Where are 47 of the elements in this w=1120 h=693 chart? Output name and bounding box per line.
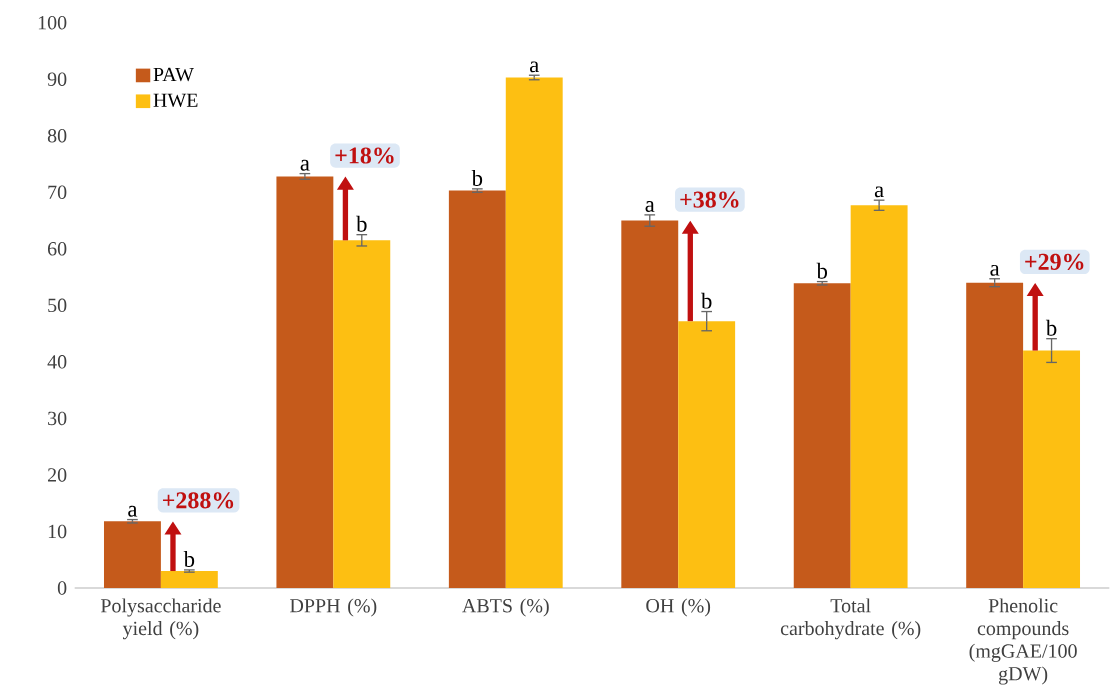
y-tick-label: 30 bbox=[48, 411, 67, 425]
bar bbox=[793, 283, 851, 588]
data-label: a bbox=[128, 505, 138, 517]
annotation: +288% bbox=[162, 492, 234, 509]
data-label: b bbox=[471, 169, 483, 186]
data-label: a bbox=[300, 159, 310, 171]
y-tick-label: 10 bbox=[48, 524, 67, 539]
x-tick-label: Total carbohydrate (%) bbox=[780, 598, 921, 640]
annotation: +38% bbox=[680, 191, 739, 208]
bar bbox=[966, 282, 1024, 588]
bar bbox=[103, 521, 161, 588]
legend-label: HWE bbox=[153, 93, 198, 107]
bar bbox=[276, 176, 334, 588]
y-tick-label: 70 bbox=[48, 185, 67, 199]
data-label: b bbox=[701, 292, 712, 309]
y-tick-label: 50 bbox=[48, 298, 67, 312]
x-tick-label: Phenolic compounds (mgGAE/100 gDW) bbox=[969, 598, 1077, 685]
data-label: b bbox=[356, 215, 367, 232]
y-tick-label: 90 bbox=[47, 72, 67, 86]
data-label: a bbox=[874, 186, 884, 198]
bar bbox=[850, 205, 908, 588]
x-tick-label: OH (%) bbox=[646, 598, 711, 617]
data-label: b bbox=[1045, 319, 1057, 336]
y-tick-label: 20 bbox=[48, 468, 67, 482]
data-label: b bbox=[183, 550, 195, 567]
bar bbox=[1023, 350, 1081, 588]
bar bbox=[448, 190, 506, 588]
data-label: b bbox=[816, 262, 828, 279]
y-tick-label: 100 bbox=[38, 15, 67, 30]
legend-label: PAW bbox=[153, 67, 194, 82]
bar bbox=[678, 321, 736, 588]
x-tick-label: ABTS (%) bbox=[462, 598, 549, 617]
data-label: a bbox=[530, 61, 539, 73]
annotation: +18% bbox=[335, 147, 394, 164]
bar bbox=[160, 570, 218, 588]
bar bbox=[333, 240, 391, 588]
y-tick-label: 40 bbox=[47, 354, 67, 369]
bar bbox=[621, 220, 679, 588]
data-label: a bbox=[645, 200, 655, 212]
x-tick-label: DPPH (%) bbox=[290, 598, 377, 617]
annotation: +29% bbox=[1025, 253, 1084, 270]
x-tick-label: Polysaccharide yield (%) bbox=[100, 598, 221, 640]
data-label: a bbox=[990, 264, 1000, 276]
y-tick-label: 60 bbox=[47, 241, 67, 256]
y-tick-label: 80 bbox=[47, 128, 67, 143]
bar bbox=[505, 77, 563, 588]
y-tick-label: 0 bbox=[57, 581, 67, 595]
